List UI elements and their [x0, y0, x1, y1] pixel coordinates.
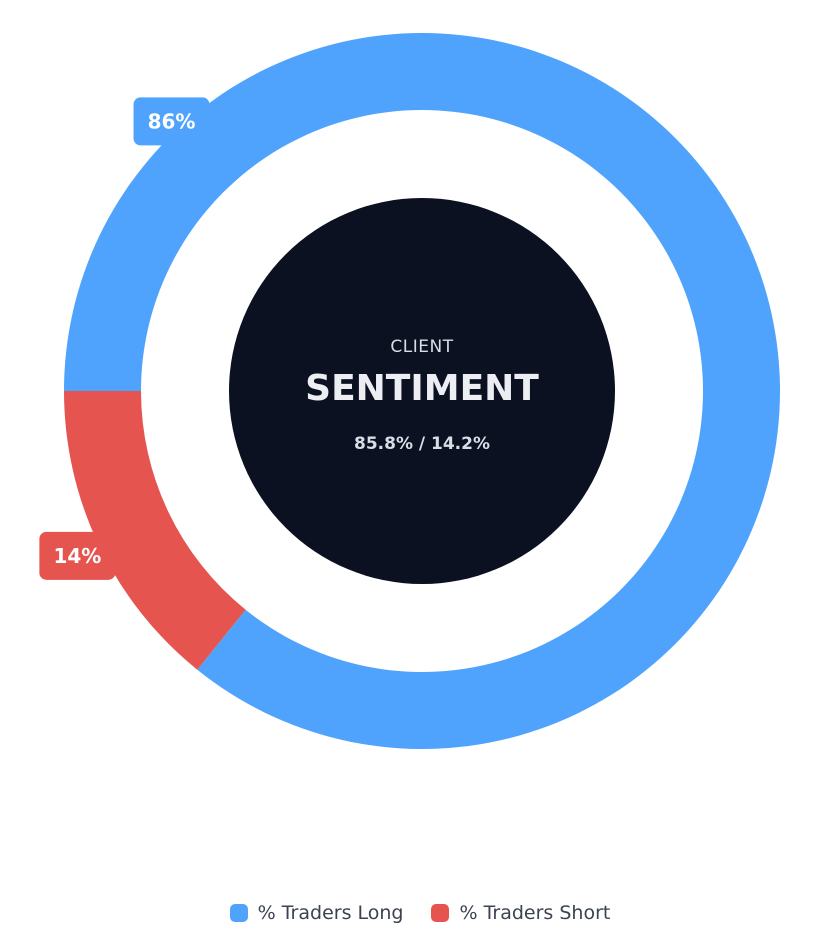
center-values: 85.8% / 14.2% [354, 434, 490, 454]
legend-label-long: % Traders Long [257, 902, 404, 924]
center-disc [229, 198, 615, 584]
slice-label-badge [39, 531, 116, 580]
slice-traders-short[interactable] [64, 391, 246, 670]
slice-label-text: 86% [148, 109, 196, 133]
chart-legend: % Traders Long % Traders Short [0, 902, 840, 924]
slice-label-short: 14% [39, 531, 116, 580]
slice-label-text: 14% [53, 544, 101, 568]
slice-label-badge [133, 97, 210, 146]
legend-label-short: % Traders Short [459, 902, 611, 924]
center-subtitle: CLIENT [390, 337, 453, 357]
slice-label-long: 86% [133, 97, 210, 146]
legend-item-long[interactable]: % Traders Long [229, 902, 404, 924]
slice-labels: 86% 14% [39, 97, 210, 580]
donut-slices [64, 32, 780, 749]
legend-swatch-long [229, 904, 248, 922]
legend-swatch-short [431, 904, 450, 922]
center-title: SENTIMENT [305, 368, 539, 409]
legend-item-short[interactable]: % Traders Short [431, 902, 610, 924]
